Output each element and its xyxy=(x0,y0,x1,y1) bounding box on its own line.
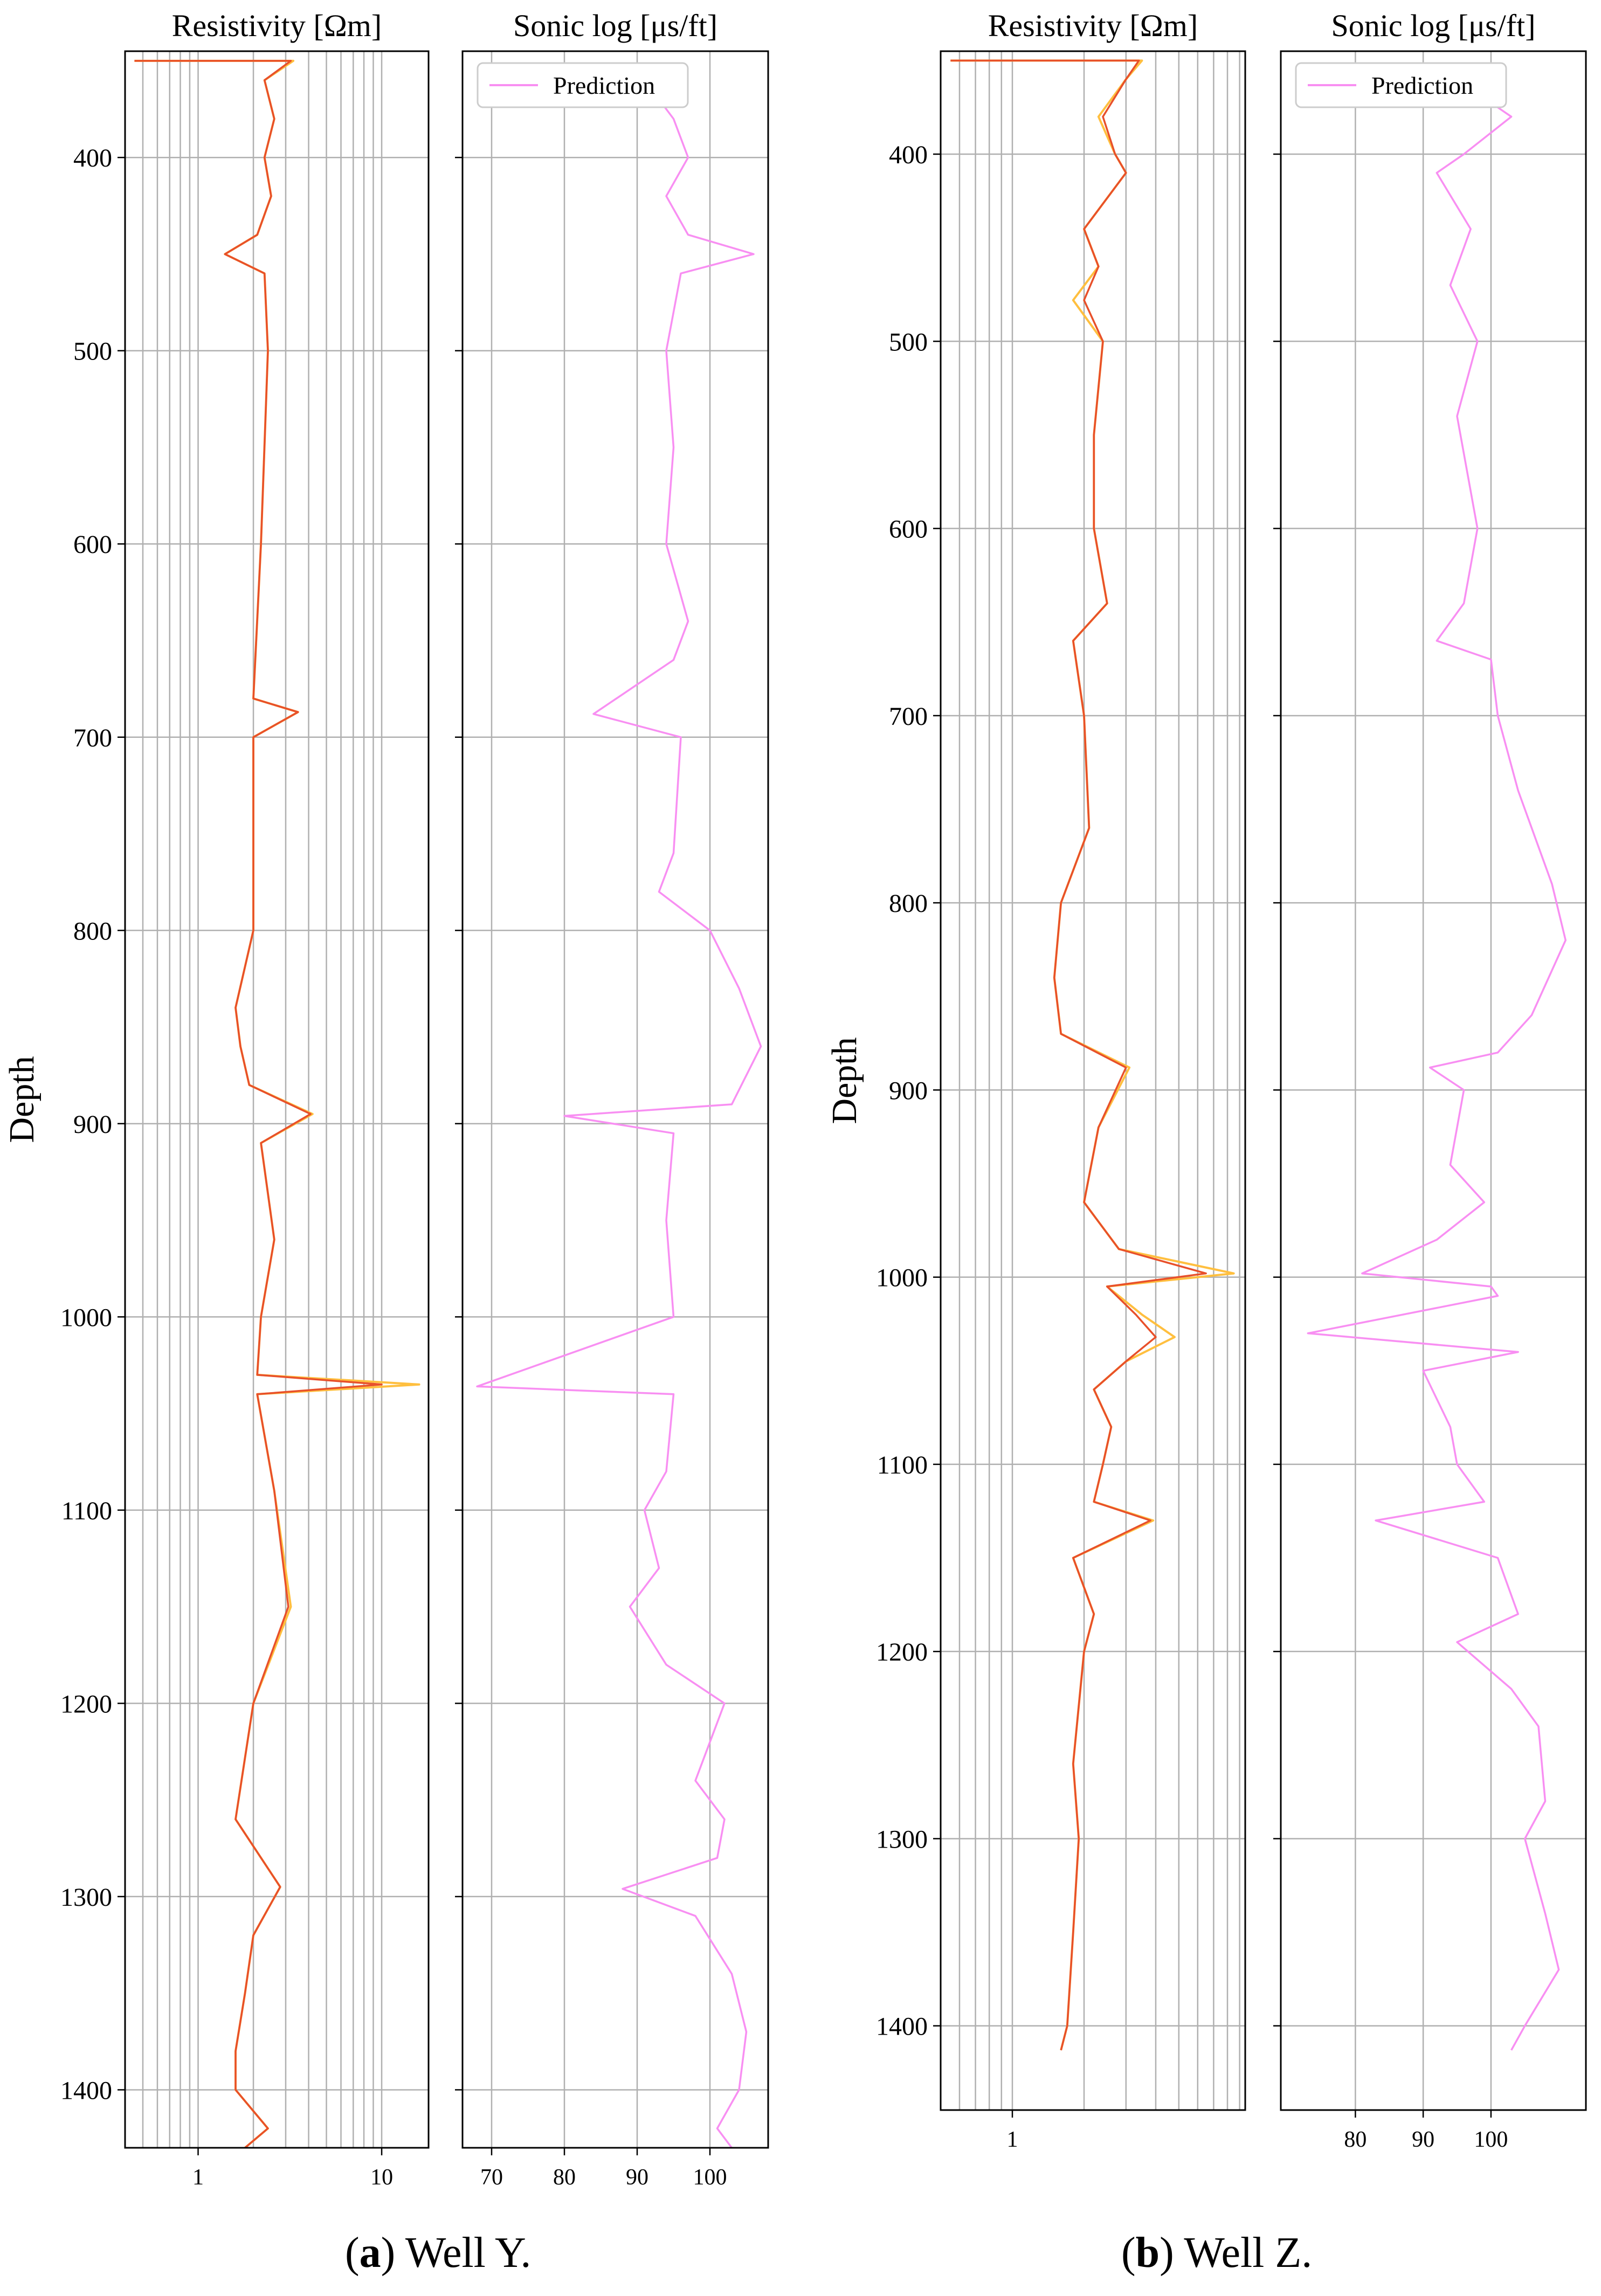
panel-1-ytick-label: 700 xyxy=(73,724,112,752)
panel-3-ytick-label: 700 xyxy=(889,702,928,731)
caption-a-letter: a xyxy=(359,2229,381,2277)
panel-3-title: Resistivity [Ωm] xyxy=(988,8,1198,43)
panel-3-group: 400 500 600 700 800 900 1000 1100 1200 1300 1400 1 R… xyxy=(825,8,1246,2152)
panel-3-frame xyxy=(940,50,1246,2111)
panel-3-ytick-label: 1200 xyxy=(876,1638,928,1666)
panel-3-ytick-label: 1100 xyxy=(877,1451,928,1479)
panel-2-series-prediction xyxy=(476,89,762,2149)
panel-1-title: Resistivity [Ωm] xyxy=(172,8,382,43)
panel-3-ytick-label: 800 xyxy=(889,889,928,918)
panel-1-ytick-label: 400 xyxy=(73,144,112,172)
panel-4-frame xyxy=(1280,50,1587,2111)
panel-4-xtick-label: 80 xyxy=(1344,2127,1367,2152)
panel-3-ytick-label: 900 xyxy=(889,1076,928,1105)
panel-2-xtick-label: 70 xyxy=(480,2165,503,2190)
panel-4-series-prediction xyxy=(1307,78,1567,2051)
panel-2-xtick-label: 100 xyxy=(693,2165,727,2190)
panel-3-ytick-label: 500 xyxy=(889,328,928,356)
panel-1-ytick-label: 1100 xyxy=(61,1497,112,1525)
panel-3-series-main xyxy=(950,59,1207,2051)
panel-1-ytick-label: 1400 xyxy=(60,2076,112,2105)
panel-2-xtick-label: 80 xyxy=(553,2165,576,2190)
panel-3-ytick-label: 1300 xyxy=(876,1825,928,1854)
panel-4-title: Sonic log [μs/ft] xyxy=(1331,8,1535,43)
panel-2-frame xyxy=(461,50,769,2149)
panel-3-ytick-label: 600 xyxy=(889,515,928,544)
caption-b: (b) Well Z. xyxy=(1121,2229,1313,2277)
panel-2-xtick-label: 90 xyxy=(626,2165,648,2190)
panel-2-title: Sonic log [μs/ft] xyxy=(513,8,717,43)
caption-a-text: Well Y. xyxy=(405,2229,532,2277)
panel-3-ylabel: Depth xyxy=(825,1037,864,1124)
panel-1-group: 400 500 600 700 800 900 1000 1100 1200 1300 1400 1 1… xyxy=(2,8,430,2190)
panel-2-legend-label: Prediction xyxy=(553,72,655,99)
panel-1-ytick-label: 600 xyxy=(73,530,112,559)
panel-4-xtick-label: 90 xyxy=(1412,2127,1434,2152)
panel-1-ytick-label: 800 xyxy=(73,917,112,945)
panel-1-ytick-label: 500 xyxy=(73,337,112,366)
panel-4-legend-box xyxy=(1295,62,1507,108)
panel-2-legend-box xyxy=(477,62,689,108)
panel-2-group: 70 80 90 100 Sonic log [μs/ft] Prediction xyxy=(455,8,769,2190)
panel-1-ytick-label: 1000 xyxy=(60,1303,112,1332)
panel-1-series-main xyxy=(134,60,383,2149)
panel-4-legend-label: Prediction xyxy=(1371,72,1473,99)
panel-3-ytick-label: 1000 xyxy=(876,1264,928,1292)
caption-b-letter: b xyxy=(1135,2229,1160,2277)
panel-1-ytick-label: 900 xyxy=(73,1110,112,1139)
panel-1-xtick-label: 10 xyxy=(370,2165,393,2190)
panel-3-ytick-label: 400 xyxy=(889,141,928,169)
caption-a: (a) Well Y. xyxy=(345,2229,532,2277)
caption-b-text: Well Z. xyxy=(1184,2229,1313,2277)
panel-1-ytick-label: 1300 xyxy=(60,1883,112,1912)
panel-1-xtick-label: 1 xyxy=(192,2165,204,2190)
panel-1-ytick-label: 1200 xyxy=(60,1690,112,1718)
panel-4-xtick-label: 100 xyxy=(1474,2127,1508,2152)
panel-4-group: 80 90 100 Sonic log [μs/ft] Prediction xyxy=(1273,8,1587,2152)
panel-1-series-secondary xyxy=(134,59,420,2149)
panel-3-ytick-label: 1400 xyxy=(876,2013,928,2041)
panel-1-ylabel: Depth xyxy=(2,1056,42,1143)
panel-3-series-secondary xyxy=(950,59,1235,2051)
panel-3-xtick-label: 1 xyxy=(1007,2127,1018,2152)
panel-1-frame xyxy=(124,50,430,2149)
